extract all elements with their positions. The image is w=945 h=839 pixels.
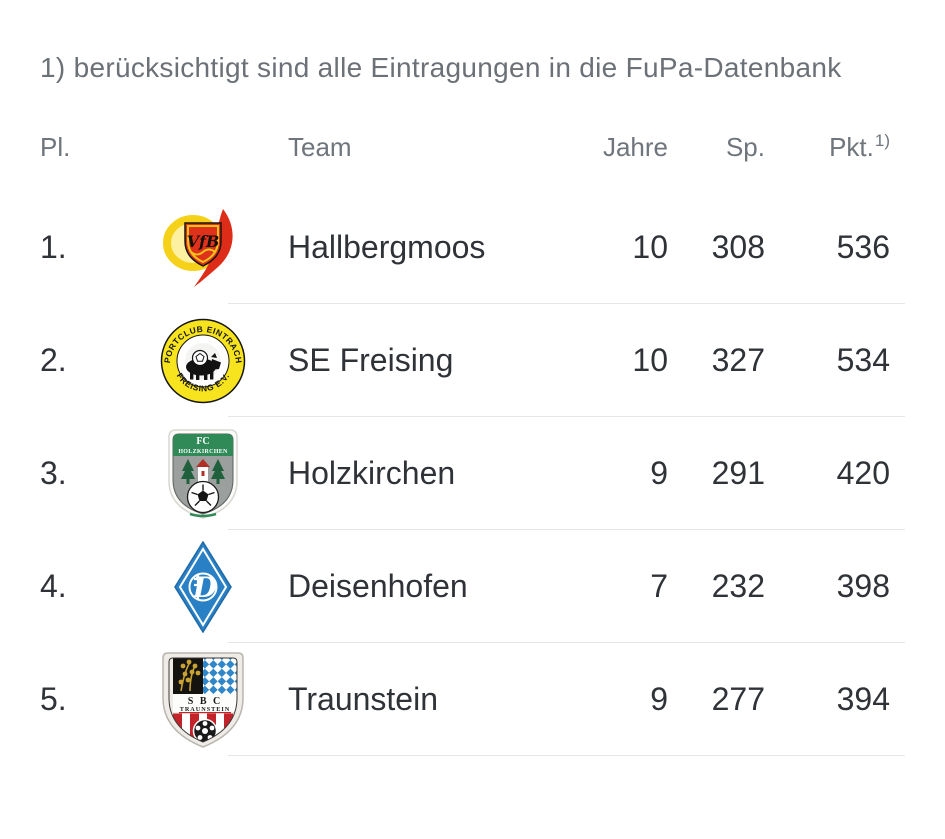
team-logo: S B C TRAUNSTEIN: [153, 649, 253, 751]
hallbergmoos-crest-icon: VfB: [163, 208, 233, 287]
col-header-team: Team: [288, 132, 352, 162]
points-label: Pkt.: [829, 132, 874, 162]
col-header-points: Pkt.1): [782, 132, 907, 163]
points-cell: 398: [836, 568, 890, 604]
holzkirchen-fc-text: FC: [196, 436, 209, 447]
team-name: Deisenhofen: [288, 568, 468, 604]
team-name: Traunstein: [288, 681, 438, 717]
games-cell: 291: [711, 455, 765, 491]
team-logo: FC HOLZKIRCHEN: [153, 427, 253, 521]
points-footnote-marker: 1): [874, 131, 890, 151]
years-cell: 9: [650, 681, 668, 717]
table-row-holzkirchen[interactable]: 3. FC HOLZKIRCHEN: [38, 417, 907, 530]
rank-cell: 2.: [40, 342, 67, 378]
table-row-deisenhofen[interactable]: 4. D Deisenhofen 7 232 398: [38, 530, 907, 643]
table-row-se-freising[interactable]: 2. SPOR: [38, 304, 907, 417]
rank-cell: 1.: [40, 229, 67, 265]
games-cell: 232: [711, 568, 765, 604]
col-header-rank: Pl.: [40, 132, 71, 162]
table-header: Pl. Team Jahre Sp. Pkt.1): [38, 129, 907, 163]
games-cell: 277: [711, 681, 765, 717]
points-cell: 534: [836, 342, 890, 378]
rank-cell: 5.: [40, 681, 67, 717]
col-header-games: Sp.: [725, 132, 765, 162]
points-cell: 420: [836, 455, 890, 491]
games-cell: 308: [711, 229, 765, 265]
fc-deisenhofen-crest-icon: D: [174, 540, 232, 633]
table-body: 1. VfB Hallbergmoos 10 308 536 2.: [38, 191, 907, 756]
games-cell: 327: [711, 342, 765, 378]
fupa-ranking-widget: 1) berücksichtigt sind alle Eintragungen…: [0, 50, 945, 756]
team-name: SE Freising: [288, 342, 454, 378]
traunstein-sbc-text: S B C: [188, 696, 222, 707]
team-logo: SPORTCLUB EINTRACHT FREISING E.V.: [153, 318, 253, 404]
fc-holzkirchen-crest-icon: FC HOLZKIRCHEN: [168, 428, 238, 519]
rank-cell: 3.: [40, 455, 67, 491]
holzkirchen-name-text: HOLZKIRCHEN: [178, 449, 228, 455]
team-name: Hallbergmoos: [288, 229, 486, 265]
hallbergmoos-monogram: VfB: [187, 232, 220, 251]
traunstein-name-text: TRAUNSTEIN: [180, 706, 231, 713]
points-cell: 394: [836, 681, 890, 717]
team-logo: D: [153, 540, 253, 633]
table-row-hallbergmoos[interactable]: 1. VfB Hallbergmoos 10 308 536: [38, 191, 907, 304]
table-row-traunstein[interactable]: 5.: [38, 643, 907, 756]
points-cell: 536: [836, 229, 890, 265]
se-freising-crest-icon: SPORTCLUB EINTRACHT FREISING E.V.: [160, 318, 246, 403]
years-cell: 10: [632, 342, 668, 378]
sbc-traunstein-crest-icon: S B C TRAUNSTEIN: [162, 651, 244, 748]
team-logo: VfB: [153, 203, 253, 293]
rank-cell: 4.: [40, 568, 67, 604]
years-cell: 9: [650, 455, 668, 491]
years-cell: 7: [650, 568, 668, 604]
years-cell: 10: [632, 229, 668, 265]
deisenhofen-monogram: D: [192, 571, 218, 604]
footnote-text: 1) berücksichtigt sind alle Eintragungen…: [40, 52, 842, 83]
col-header-years: Jahre: [602, 132, 668, 162]
team-name: Holzkirchen: [288, 455, 456, 491]
